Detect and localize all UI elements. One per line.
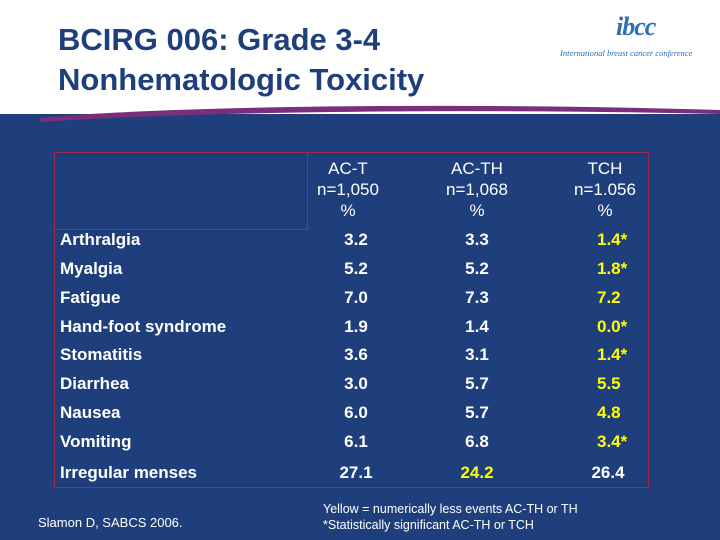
cell-tch: 1.4* bbox=[597, 345, 628, 364]
row-label-myalgia: Myalgia bbox=[60, 259, 123, 278]
cell-act: 27.1 bbox=[339, 463, 373, 482]
cell-act: 7.0 bbox=[344, 288, 368, 307]
row-label-hand-foot-syndrome: Hand-foot syndrome bbox=[60, 317, 227, 336]
conference-logo: ibcc International breast cancer confere… bbox=[560, 12, 710, 64]
column-header-line: AC-TH bbox=[451, 159, 503, 178]
slide-title: BCIRG 006: Grade 3-4 Nonhematologic Toxi… bbox=[58, 20, 424, 100]
column-header-line: % bbox=[597, 201, 613, 220]
cell-tch: 1.4* bbox=[597, 230, 628, 249]
row-label-stomatitis: Stomatitis bbox=[60, 345, 143, 364]
footnote-line: *Statistically significant AC-TH or TCH bbox=[323, 518, 534, 532]
cell-tch: 4.8 bbox=[597, 403, 621, 422]
row-label-nausea: Nausea bbox=[60, 403, 121, 422]
row-label-arthralgia: Arthralgia bbox=[60, 230, 141, 249]
column-header-tch: TCH n=1.056 % bbox=[540, 158, 670, 221]
logo-subtitle: International breast cancer conference bbox=[560, 48, 693, 58]
column-header-line: AC-T bbox=[328, 159, 368, 178]
table-divider bbox=[55, 229, 308, 230]
cell-act: 6.1 bbox=[344, 432, 368, 451]
column-header-line: n=1.056 bbox=[574, 180, 636, 199]
row-label-irregular-menses: Irregular menses bbox=[60, 463, 198, 482]
column-header-line: TCH bbox=[587, 159, 623, 178]
cell-acth: 6.8 bbox=[465, 432, 489, 451]
logo-mark: ibcc bbox=[616, 12, 656, 41]
column-header-line: n=1,068 bbox=[446, 180, 508, 199]
cell-acth: 1.4 bbox=[465, 317, 489, 336]
cell-tch: 0.0* bbox=[597, 317, 628, 336]
column-header-line: n=1,050 bbox=[317, 180, 379, 199]
row-label-diarrhea: Diarrhea bbox=[60, 374, 129, 393]
table-frame bbox=[54, 152, 649, 488]
cell-acth: 24.2 bbox=[460, 463, 494, 482]
row-label-fatigue: Fatigue bbox=[60, 288, 121, 307]
title-line-2: Nonhematologic Toxicity bbox=[58, 62, 425, 97]
title-swoosh bbox=[40, 105, 720, 122]
cell-act: 3.0 bbox=[344, 374, 368, 393]
cell-tch: 7.2 bbox=[597, 288, 621, 307]
cell-tch: 5.5 bbox=[597, 374, 621, 393]
cell-acth: 3.3 bbox=[465, 230, 489, 249]
cell-act: 1.9 bbox=[344, 317, 368, 336]
table-divider bbox=[307, 153, 308, 229]
slide-header: BCIRG 006: Grade 3-4 Nonhematologic Toxi… bbox=[0, 0, 720, 114]
cell-tch: 26.4 bbox=[591, 463, 625, 482]
citation: Slamon D, SABCS 2006. bbox=[38, 515, 183, 530]
cell-acth: 3.1 bbox=[465, 345, 489, 364]
footnote: Yellow = numerically less events AC-TH o… bbox=[323, 501, 578, 533]
footnote-line: Yellow = numerically less events AC-TH o… bbox=[323, 502, 578, 516]
cell-act: 3.2 bbox=[344, 230, 368, 249]
cell-acth: 7.3 bbox=[465, 288, 489, 307]
cell-tch: 3.4* bbox=[597, 432, 628, 451]
column-header-act: AC-T n=1,050 % bbox=[283, 158, 413, 221]
column-header-line: % bbox=[340, 201, 356, 220]
cell-acth: 5.7 bbox=[465, 403, 489, 422]
cell-act: 6.0 bbox=[344, 403, 368, 422]
cell-act: 3.6 bbox=[344, 345, 368, 364]
title-line-1: BCIRG 006: Grade 3-4 bbox=[58, 22, 381, 57]
cell-acth: 5.2 bbox=[465, 259, 489, 278]
column-header-line: % bbox=[469, 201, 485, 220]
column-header-acth: AC-TH n=1,068 % bbox=[412, 158, 542, 221]
row-label-vomiting: Vomiting bbox=[60, 432, 132, 451]
cell-tch: 1.8* bbox=[597, 259, 628, 278]
cell-act: 5.2 bbox=[344, 259, 368, 278]
cell-acth: 5.7 bbox=[465, 374, 489, 393]
